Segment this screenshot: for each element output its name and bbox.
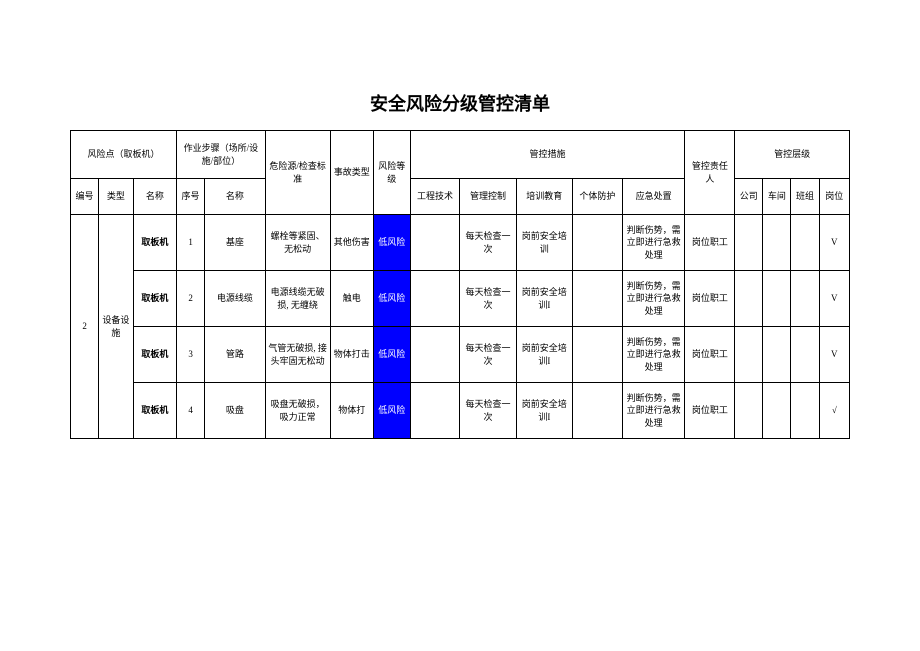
cell-step-name: 吸盘 (205, 383, 266, 439)
hdr-responsible: 管控责任人 (685, 131, 735, 215)
cell-ppe (572, 215, 622, 271)
cell-workshop (763, 271, 791, 327)
cell-risk: 低风险 (373, 327, 410, 383)
cell-hazard: 螺栓等紧固、无松动 (265, 215, 330, 271)
cell-name: 取板机 (133, 327, 176, 383)
cell-seq: 1 (177, 215, 205, 271)
cell-train: 岗前安全培训I (516, 383, 572, 439)
hdr-eng: 工程技术 (410, 179, 460, 215)
cell-team (791, 215, 819, 271)
cell-resp: 岗位职工 (685, 327, 735, 383)
cell-company (735, 215, 763, 271)
cell-step-name: 电源线缆 (205, 271, 266, 327)
cell-post: V (819, 327, 849, 383)
hdr-control-measures: 管控措施 (410, 131, 685, 179)
hdr-seq: 序号 (177, 179, 205, 215)
cell-eng (410, 215, 460, 271)
cell-risk: 低风险 (373, 271, 410, 327)
cell-post: √ (819, 383, 849, 439)
cell-company (735, 327, 763, 383)
cell-step-name: 管路 (205, 327, 266, 383)
hdr-team: 班组 (791, 179, 819, 215)
cell-hazard: 气管无破损, 接头牢固无松动 (265, 327, 330, 383)
header-row-1: 风险点（取板机） 作业步骤（场所/设施/部位） 危险源/检查标准 事故类型 风险… (71, 131, 850, 179)
hdr-post: 岗位 (819, 179, 849, 215)
hdr-risk-level: 风险等级 (373, 131, 410, 215)
table-row: 取板机 3 管路 气管无破损, 接头牢固无松动 物体打击 低风险 每天检查一次 … (71, 327, 850, 383)
hdr-accident: 事故类型 (330, 131, 373, 215)
cell-ppe (572, 383, 622, 439)
cell-hazard: 电源线缆无破损, 无缠绕 (265, 271, 330, 327)
cell-mgmt: 每天检查一次 (460, 383, 516, 439)
cell-seq: 2 (177, 271, 205, 327)
hdr-name2: 名称 (205, 179, 266, 215)
cell-eng (410, 327, 460, 383)
cell-eng (410, 271, 460, 327)
hdr-name1: 名称 (133, 179, 176, 215)
cell-risk: 低风险 (373, 215, 410, 271)
risk-table: 风险点（取板机） 作业步骤（场所/设施/部位） 危险源/检查标准 事故类型 风险… (70, 130, 850, 439)
cell-company (735, 271, 763, 327)
cell-seq: 4 (177, 383, 205, 439)
cell-workshop (763, 383, 791, 439)
hdr-type: 类型 (99, 179, 134, 215)
hdr-train: 培训教育 (516, 179, 572, 215)
cell-resp: 岗位职工 (685, 271, 735, 327)
cell-hazard: 吸盘无破损，吸力正常 (265, 383, 330, 439)
hdr-hazard: 危险源/检查标准 (265, 131, 330, 215)
hdr-no: 编号 (71, 179, 99, 215)
cell-workshop (763, 215, 791, 271)
cell-accident: 物体打 (330, 383, 373, 439)
cell-post: V (819, 215, 849, 271)
table-row: 取板机 2 电源线缆 电源线缆无破损, 无缠绕 触电 低风险 每天检查一次 岗前… (71, 271, 850, 327)
hdr-ppe: 个体防护 (572, 179, 622, 215)
cell-train: 岗前安全培训I (516, 271, 572, 327)
cell-team (791, 327, 819, 383)
cell-train: 岗前安全培训 (516, 215, 572, 271)
cell-resp: 岗位职工 (685, 215, 735, 271)
cell-resp: 岗位职工 (685, 383, 735, 439)
hdr-emerg: 应急处置 (622, 179, 685, 215)
cell-ppe (572, 271, 622, 327)
page-title: 安全风险分级管控清单 (70, 90, 850, 116)
cell-emerg: 判断伤势，需立即进行急救处理 (622, 271, 685, 327)
cell-seq: 3 (177, 327, 205, 383)
cell-risk: 低风险 (373, 383, 410, 439)
cell-eng (410, 383, 460, 439)
cell-mgmt: 每天检查一次 (460, 215, 516, 271)
hdr-control-level: 管控层级 (735, 131, 850, 179)
hdr-workshop: 车间 (763, 179, 791, 215)
cell-name: 取板机 (133, 271, 176, 327)
hdr-risk-point: 风险点（取板机） (71, 131, 177, 179)
cell-ppe (572, 327, 622, 383)
cell-emerg: 判断伤势，需立即进行急救处理 (622, 327, 685, 383)
cell-mgmt: 每天检查一次 (460, 327, 516, 383)
cell-emerg: 判断伤势，需立即进行急救处理 (622, 383, 685, 439)
cell-post: V (819, 271, 849, 327)
cell-emerg: 判断伤势，需立即进行急救处理 (622, 215, 685, 271)
table-row: 2 设备设施 取板机 1 基座 螺栓等紧固、无松动 其他伤害 低风险 每天检查一… (71, 215, 850, 271)
cell-team (791, 271, 819, 327)
cell-workshop (763, 327, 791, 383)
cell-train: 岗前安全培训I (516, 327, 572, 383)
cell-accident: 其他伤害 (330, 215, 373, 271)
cell-team (791, 383, 819, 439)
table-row: 取板机 4 吸盘 吸盘无破损，吸力正常 物体打 低风险 每天检查一次 岗前安全培… (71, 383, 850, 439)
hdr-operation-steps: 作业步骤（场所/设施/部位） (177, 131, 266, 179)
cell-mgmt: 每天检查一次 (460, 271, 516, 327)
hdr-company: 公司 (735, 179, 763, 215)
cell-step-name: 基座 (205, 215, 266, 271)
cell-accident: 物体打击 (330, 327, 373, 383)
cell-accident: 触电 (330, 271, 373, 327)
page: 安全风险分级管控清单 风险点（取板机） 作业步骤（场所/设施/部位） 危险源/检… (0, 0, 920, 439)
hdr-mgmt: 管理控制 (460, 179, 516, 215)
cell-group-type: 设备设施 (99, 215, 134, 439)
cell-group-no: 2 (71, 215, 99, 439)
cell-name: 取板机 (133, 215, 176, 271)
cell-company (735, 383, 763, 439)
cell-name: 取板机 (133, 383, 176, 439)
